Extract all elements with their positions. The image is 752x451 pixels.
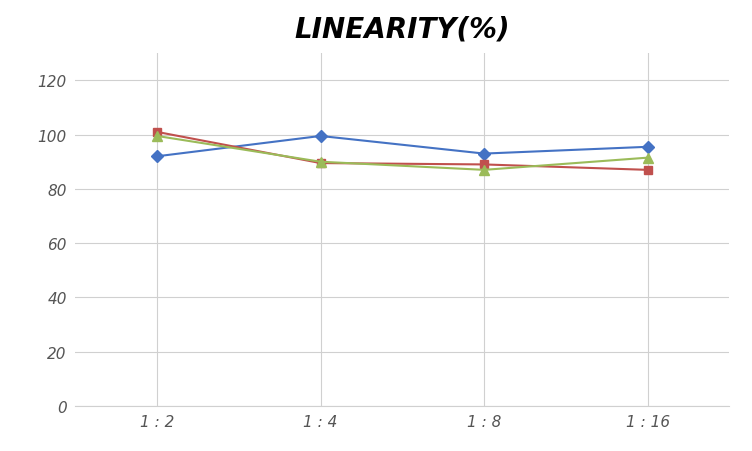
Serum (n=5) xyxy=(480,152,489,157)
Cell culture media (n=5) xyxy=(153,134,162,139)
Cell culture media (n=5) xyxy=(480,168,489,173)
Title: LINEARITY(%): LINEARITY(%) xyxy=(295,15,510,43)
Line: EDTA plasma (n=5): EDTA plasma (n=5) xyxy=(153,129,652,175)
EDTA plasma (n=5) xyxy=(643,168,652,173)
Serum (n=5) xyxy=(316,134,325,139)
EDTA plasma (n=5) xyxy=(316,161,325,166)
Line: Serum (n=5): Serum (n=5) xyxy=(153,133,652,161)
Line: Cell culture media (n=5): Cell culture media (n=5) xyxy=(152,132,653,175)
Serum (n=5) xyxy=(643,145,652,150)
EDTA plasma (n=5) xyxy=(480,162,489,168)
Cell culture media (n=5) xyxy=(643,156,652,161)
EDTA plasma (n=5) xyxy=(153,130,162,135)
Serum (n=5) xyxy=(153,154,162,160)
Cell culture media (n=5) xyxy=(316,160,325,165)
